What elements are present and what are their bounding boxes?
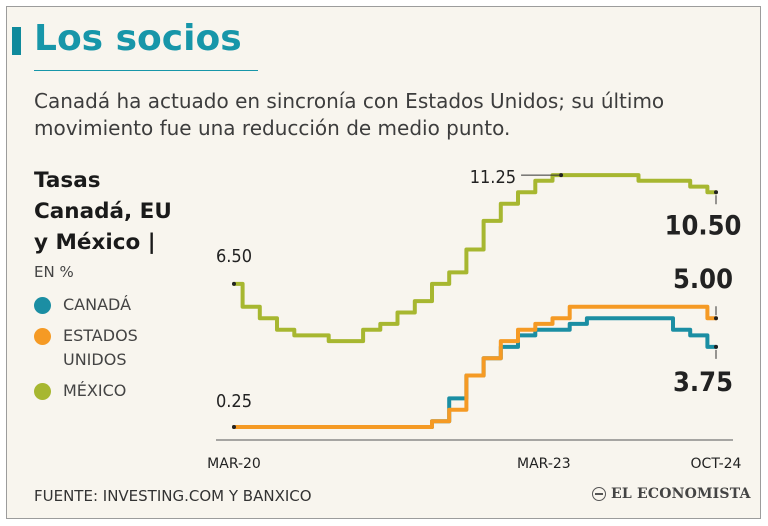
data-point-marker [232, 281, 236, 286]
source-note: FUENTE: INVESTING.COM Y BANXICO [34, 487, 312, 505]
page-title: Los socios [34, 18, 242, 59]
title-underline [34, 70, 258, 71]
x-tick-label: OCT-24 [691, 456, 742, 472]
data-point-marker [232, 425, 236, 429]
brand-name: EL ECONOMISTA [611, 486, 751, 502]
globe-icon [592, 487, 606, 501]
subtitle: Canadá ha actuado en sincronía con Estad… [34, 89, 665, 140]
title-accent-bar [12, 27, 21, 55]
data-point-marker [714, 190, 718, 195]
data-label: 0.25 [216, 391, 252, 412]
x-tick-label: MAR-20 [207, 456, 261, 472]
legend-label: CANADÁ [63, 293, 131, 317]
data-label: 10.50 [665, 210, 742, 241]
units-label: EN % [34, 263, 74, 281]
legend-title-line: y México | [34, 230, 156, 255]
legend-label-line: UNIDOS [63, 350, 127, 369]
brand-logo: EL ECONOMISTA [592, 486, 751, 502]
legend-dot-icon [34, 328, 51, 345]
data-label: 6.50 [216, 246, 252, 267]
legend-dot-icon [34, 383, 51, 400]
legend-label-line: ESTADOS [63, 326, 138, 345]
legend-label: ESTADOS UNIDOS [63, 324, 138, 372]
series-line-mexico [232, 173, 718, 344]
legend-title-line: Canadá, EU [34, 199, 172, 224]
data-label: 3.75 [673, 367, 733, 398]
legend-label: MÉXICO [63, 379, 126, 403]
series-line-estados-unidos [232, 304, 718, 429]
legend-item-canada: CANADÁ [34, 293, 131, 317]
data-point-marker [559, 173, 564, 178]
legend-item-estados-unidos: ESTADOS UNIDOS [34, 324, 138, 372]
legend-item-mexico: MÉXICO [34, 379, 126, 403]
legend-label-line: CANADÁ [63, 295, 132, 314]
legend-title-line: Tasas [34, 168, 101, 193]
data-label: 5.00 [673, 264, 733, 295]
data-point-marker [714, 344, 718, 349]
data-point-marker [714, 316, 718, 321]
x-tick-label: MAR-23 [517, 456, 571, 472]
legend-label-line: MÉXICO [63, 381, 127, 400]
legend-dot-icon [34, 297, 51, 314]
infographic-frame [6, 6, 761, 519]
data-label: 11.25 [470, 167, 516, 188]
legend-title: Tasas Canadá, EU y México | [34, 165, 172, 258]
